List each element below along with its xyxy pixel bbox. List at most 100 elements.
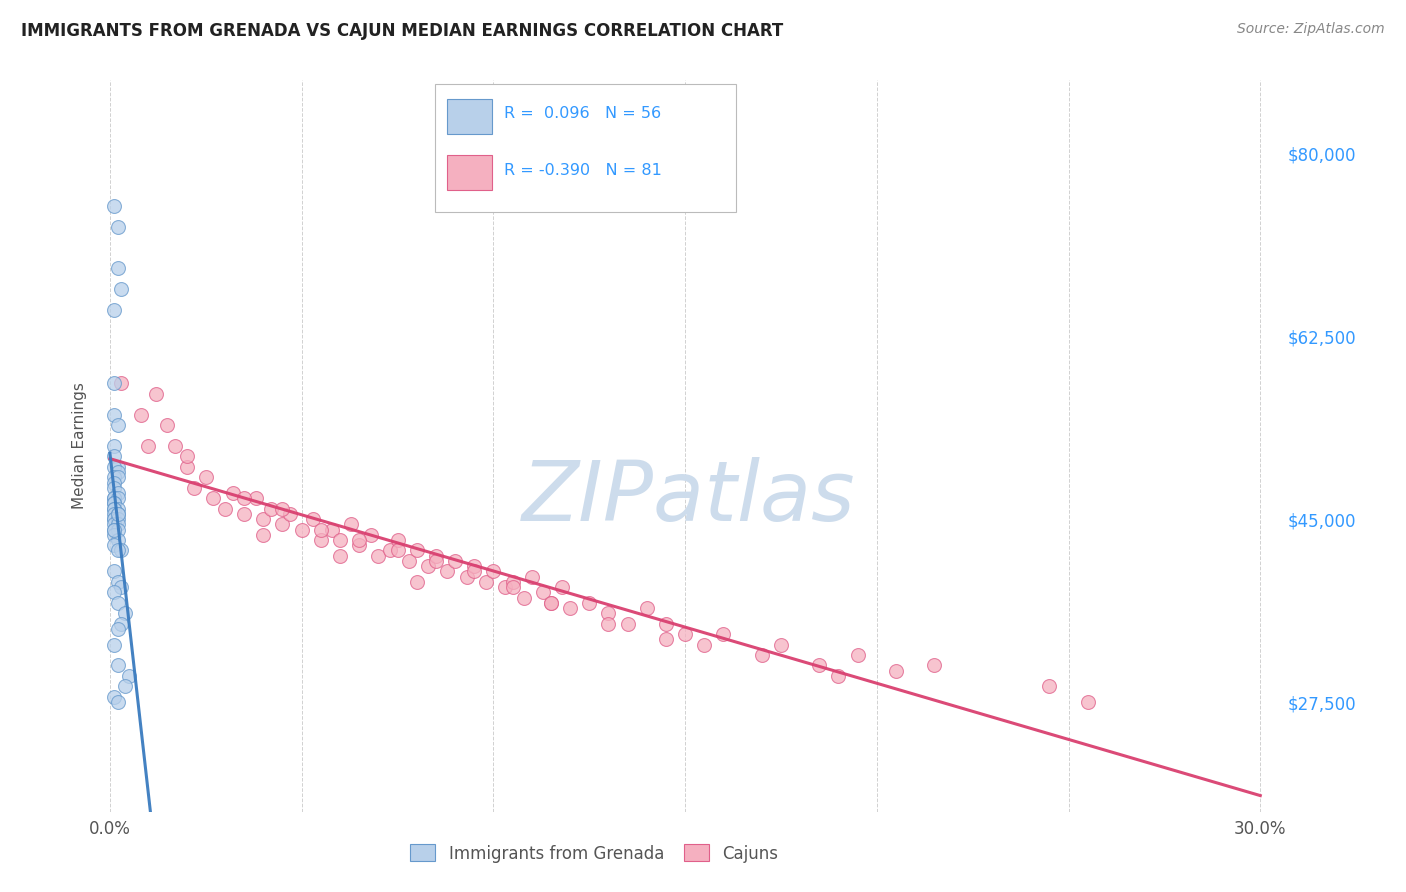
Point: [183, 481, 205, 495]
Point: [129, 408, 152, 422]
Point: [278, 507, 301, 521]
Point: [214, 501, 236, 516]
Point: [110, 543, 132, 558]
Point: [107, 695, 129, 709]
Point: [156, 418, 179, 433]
Legend: Immigrants from Grenada, Cajuns: Immigrants from Grenada, Cajuns: [404, 838, 785, 869]
Point: [165, 439, 187, 453]
Point: [103, 507, 125, 521]
Point: [110, 616, 132, 631]
Point: [463, 565, 485, 579]
Point: [540, 596, 562, 610]
Point: [444, 554, 467, 568]
Point: [103, 491, 125, 506]
Point: [551, 580, 574, 594]
Point: [176, 450, 198, 464]
Point: [103, 501, 125, 516]
Point: [103, 459, 125, 474]
Point: [110, 282, 132, 296]
Point: [494, 580, 516, 594]
Point: [271, 501, 294, 516]
Point: [103, 496, 125, 510]
Text: Source: ZipAtlas.com: Source: ZipAtlas.com: [1237, 22, 1385, 37]
Point: [103, 408, 125, 422]
Point: [252, 528, 274, 542]
Point: [103, 512, 125, 526]
Point: [103, 512, 125, 526]
Point: [578, 596, 600, 610]
Point: [309, 533, 332, 547]
Point: [924, 658, 946, 673]
Point: [271, 517, 294, 532]
Point: [598, 606, 620, 620]
Point: [233, 491, 256, 506]
Point: [107, 491, 129, 506]
Point: [103, 481, 125, 495]
Point: [540, 596, 562, 610]
Point: [673, 627, 696, 641]
Point: [245, 491, 267, 506]
Point: [110, 376, 132, 391]
Point: [107, 486, 129, 500]
Point: [329, 533, 352, 547]
Point: [103, 475, 125, 490]
Point: [884, 664, 907, 678]
Point: [436, 565, 458, 579]
Point: [107, 501, 129, 516]
Point: [387, 543, 409, 558]
Point: [103, 470, 125, 484]
Point: [769, 638, 792, 652]
Point: [103, 517, 125, 532]
Point: [107, 418, 129, 433]
Text: IMMIGRANTS FROM GRENADA VS CAJUN MEDIAN EARNINGS CORRELATION CHART: IMMIGRANTS FROM GRENADA VS CAJUN MEDIAN …: [21, 22, 783, 40]
Point: [405, 574, 427, 589]
Y-axis label: Median Earnings: Median Earnings: [72, 383, 87, 509]
Point: [520, 569, 543, 583]
Point: [107, 523, 129, 537]
Point: [107, 512, 129, 526]
Point: [103, 690, 125, 704]
Point: [340, 517, 363, 532]
Point: [425, 549, 447, 563]
Point: [513, 591, 536, 605]
Point: [655, 632, 678, 647]
Text: ZIPatlas: ZIPatlas: [522, 457, 856, 538]
Text: R = -0.390   N = 81: R = -0.390 N = 81: [503, 162, 661, 178]
Point: [103, 528, 125, 542]
Point: [118, 669, 141, 683]
Point: [107, 622, 129, 636]
Point: [107, 533, 129, 547]
FancyBboxPatch shape: [447, 99, 492, 134]
Point: [418, 559, 440, 574]
Point: [636, 601, 658, 615]
Point: [655, 616, 678, 631]
Point: [1077, 695, 1099, 709]
Point: [425, 554, 447, 568]
Point: [103, 565, 125, 579]
Point: [378, 543, 401, 558]
Point: [598, 616, 620, 631]
FancyBboxPatch shape: [434, 84, 737, 212]
Point: [107, 507, 129, 521]
Point: [176, 459, 198, 474]
Point: [291, 523, 314, 537]
FancyBboxPatch shape: [447, 155, 492, 190]
Point: [558, 601, 581, 615]
Point: [405, 543, 427, 558]
Point: [103, 303, 125, 318]
Text: R =  0.096   N = 56: R = 0.096 N = 56: [503, 105, 661, 120]
Point: [107, 465, 129, 479]
Point: [107, 470, 129, 484]
Point: [107, 219, 129, 234]
Point: [107, 517, 129, 532]
Point: [347, 538, 370, 552]
Point: [107, 658, 129, 673]
Point: [103, 523, 125, 537]
Point: [107, 543, 129, 558]
Point: [107, 459, 129, 474]
Point: [103, 538, 125, 552]
Point: [321, 523, 343, 537]
Point: [827, 669, 849, 683]
Point: [110, 580, 132, 594]
Point: [713, 627, 735, 641]
